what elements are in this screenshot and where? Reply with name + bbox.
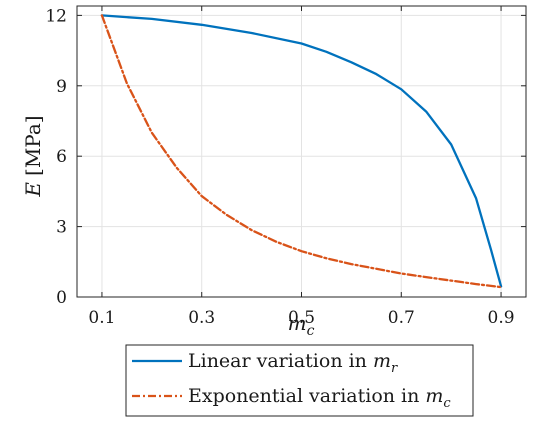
legend-label-text: Linear variation in [188,350,373,372]
legend-label-0: Linear variation in mr [188,350,398,376]
series-line-1 [100,14,503,289]
y-axis-title: E [MPa] [21,115,45,197]
legend-label-variable: m [373,350,391,372]
series-layer [100,14,503,289]
series-line-0 [100,14,503,288]
x-axis-title: mc [288,311,315,339]
x-tick-label: 0.9 [488,308,515,328]
legend-label-text: Exponential variation in [188,385,425,407]
legend-box [125,344,474,417]
legend-label-subscript: c [443,396,451,411]
x-axis-variable: m [288,311,307,335]
y-tick-label: 0 [56,288,67,308]
y-axis-variable: E [21,182,45,198]
y-tick-label: 12 [45,6,67,26]
y-tick-label: 3 [56,218,67,238]
legend-label-variable: m [425,385,443,407]
x-axis-subscript: c [307,323,315,339]
x-tick-label: 0.5 [288,308,315,328]
y-tick-label: 9 [56,77,67,97]
x-tick-label: 0.3 [188,308,215,328]
y-axis-unit: [MPa] [21,115,45,176]
grid [77,6,526,298]
x-tick-label: 0.1 [88,308,115,328]
y-tick-label: 6 [56,147,67,167]
legend-label-1: Exponential variation in mc [188,385,451,411]
legend-label-subscript: r [391,361,398,376]
x-tick-label: 0.7 [388,308,415,328]
ticks: 0.1 0.3 0.5 0.7 0.9 0 3 6 9 12 [45,6,526,328]
